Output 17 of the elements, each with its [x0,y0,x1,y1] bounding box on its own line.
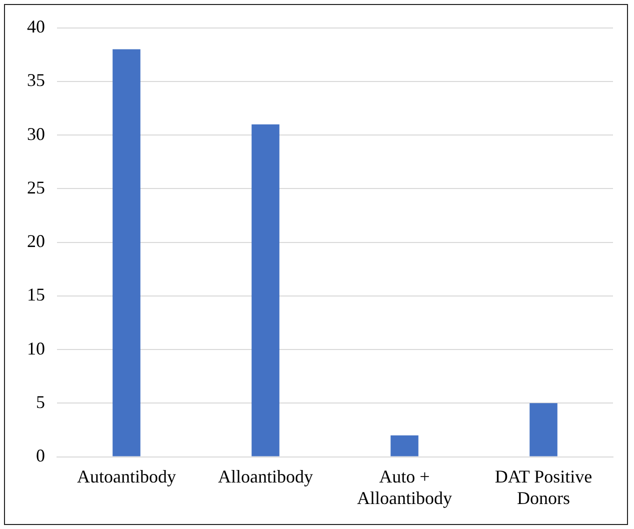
y-tick-label: 40 [27,16,45,37]
x-tick-label: Alloantibody [218,466,313,486]
y-tick-label: 15 [27,284,45,305]
y-tick-label: 30 [27,124,45,144]
y-tick-label: 35 [27,70,45,90]
y-tick-label: 25 [27,177,45,198]
bar [252,124,280,456]
x-tick-label: Auto + Alloantibody [357,466,452,508]
bar [530,403,558,456]
x-tick-label: DAT Positive Donors [494,466,592,508]
y-tick-label: 10 [27,338,45,358]
y-tick-label: 0 [36,446,45,466]
x-tick-label: Autoantibody [77,466,176,486]
bar [390,435,418,456]
bar [112,49,140,456]
y-tick-label: 5 [36,392,45,412]
y-tick-label: 20 [27,231,45,252]
